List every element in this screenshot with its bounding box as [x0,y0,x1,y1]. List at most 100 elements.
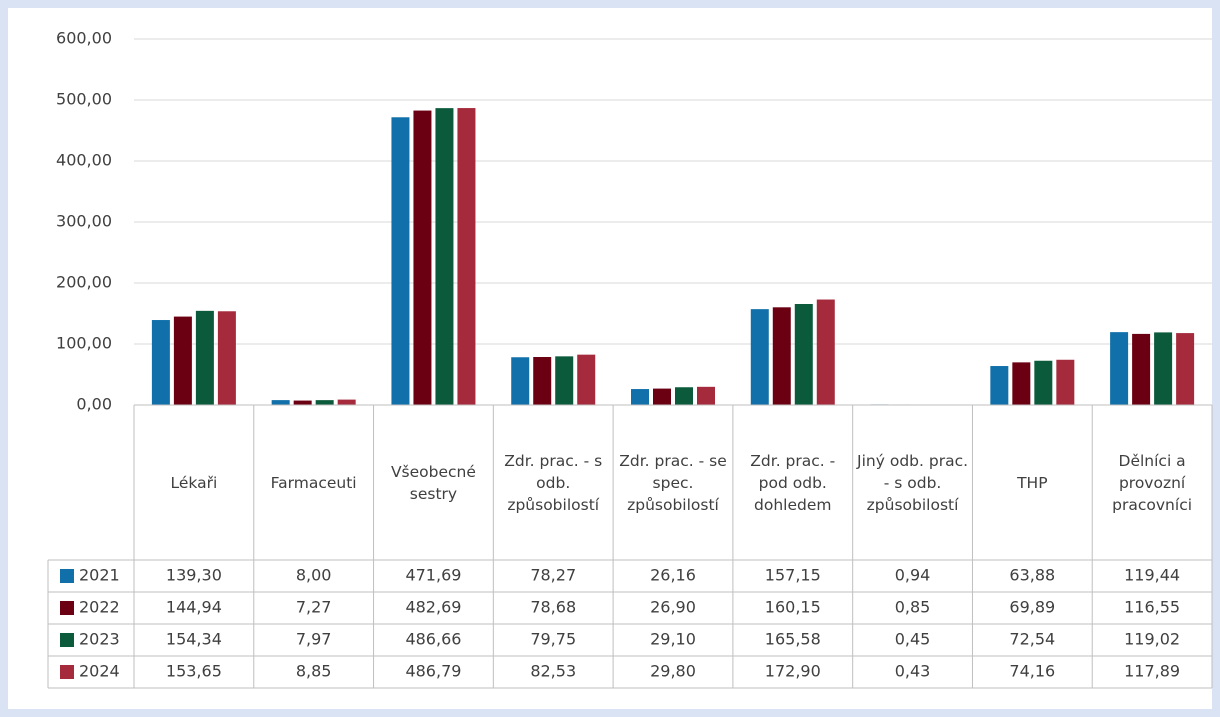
table-value: 482,69 [405,598,461,617]
table-value: 119,44 [1124,566,1180,585]
bar [435,108,454,406]
table-value: 29,10 [650,630,696,649]
bar [1110,332,1129,405]
bar [391,117,410,405]
bar [816,299,835,405]
bar [151,320,170,405]
bar [533,357,552,405]
bar [1154,332,1173,405]
category-cell: Zdr. prac. - s odb. způsobilostí [504,451,603,514]
category-cell: Lékaři [170,473,218,492]
category-cell: Zdr. prac. - se spec. způsobilostí [619,451,727,514]
table-value: 29,80 [650,662,696,681]
bar [990,366,1009,405]
table-value: 0,94 [895,566,931,585]
table-value: 0,85 [895,598,931,617]
table-value: 0,43 [895,662,931,681]
category-cell: THP [1017,473,1048,492]
bar [794,303,813,405]
bar [577,354,596,405]
table-value: 8,85 [296,662,332,681]
x-tick-label: Zdr. prac. - s odb. způsobilostí [504,451,603,514]
table-value: 78,27 [530,566,576,585]
bar [653,388,671,405]
legend-swatch [60,601,74,615]
bar [511,357,530,405]
bar [173,316,192,405]
legend-label: 2024 [79,662,120,681]
bar [1176,333,1195,405]
legend-label: 2022 [79,598,120,617]
bar [772,307,791,405]
bar [675,387,693,405]
y-tick-label: 400,00 [56,151,112,170]
table-value: 139,30 [166,566,222,585]
table-value: 153,65 [166,662,222,681]
table-value: 471,69 [405,566,461,585]
x-tick-label: Všeobecné sestry [390,462,476,503]
bar [750,309,769,405]
bar [1034,360,1053,405]
bar [337,399,356,405]
table-value: 78,68 [530,598,576,617]
bar [195,310,214,405]
y-tick-label: 600,00 [56,29,112,48]
bar [293,400,312,405]
category-cell: Farmaceuti [270,473,357,492]
table-value: 8,00 [296,566,332,585]
table-value: 486,66 [405,630,461,649]
legend-label: 2021 [79,566,120,585]
y-tick-label: 0,00 [76,395,112,414]
table-value: 165,58 [765,630,821,649]
bar [315,400,334,405]
bar [631,389,649,405]
y-tick-label: 100,00 [56,334,112,353]
bar [1012,362,1031,405]
bar [1132,333,1151,405]
legend-swatch [60,665,74,679]
table-value: 7,27 [296,598,332,617]
table-value: 79,75 [530,630,576,649]
x-tick-label: THP [1017,473,1048,492]
table-value: 72,54 [1009,630,1055,649]
category-cell: Všeobecné sestry [390,462,476,503]
table-value: 26,90 [650,598,696,617]
table-value: 144,94 [166,598,222,617]
y-tick-label: 200,00 [56,273,112,292]
category-cell: Zdr. prac. - pod odb. dohledem [750,451,836,514]
legend-swatch [60,633,74,647]
table-value: 26,16 [650,566,696,585]
bar [1056,359,1075,405]
bar [217,311,236,405]
category-cell: Dělníci a provozní pracovníci [1112,451,1193,514]
x-tick-label: Jiný odb. prac. - s odb. způsobilostí [857,451,969,514]
y-tick-label: 300,00 [56,212,112,231]
table-value: 157,15 [765,566,821,585]
table-value: 119,02 [1124,630,1180,649]
legend-label: 2023 [79,630,120,649]
table-value: 7,97 [296,630,332,649]
y-tick-label: 500,00 [56,90,112,109]
table-value: 154,34 [166,630,222,649]
table-value: 69,89 [1009,598,1055,617]
x-tick-label: Dělníci a provozní pracovníci [1112,451,1193,514]
bar [555,356,574,405]
table-value: 117,89 [1124,662,1180,681]
table-value: 486,79 [405,662,461,681]
table-value: 0,45 [895,630,931,649]
x-tick-label: Zdr. prac. - pod odb. dohledem [750,451,836,514]
legend-swatch [60,569,74,583]
x-tick-label: Farmaceuti [270,473,357,492]
bar [413,110,432,406]
bar [271,400,290,405]
table-value: 63,88 [1009,566,1055,585]
table-value: 74,16 [1009,662,1055,681]
table-value: 116,55 [1124,598,1180,617]
category-cell: Jiný odb. prac. - s odb. způsobilostí [857,451,969,514]
table-value: 172,90 [765,662,821,681]
x-tick-label: Zdr. prac. - se spec. způsobilostí [619,451,727,514]
bar [697,386,715,405]
table-value: 160,15 [765,598,821,617]
x-tick-label: Lékaři [170,473,218,492]
